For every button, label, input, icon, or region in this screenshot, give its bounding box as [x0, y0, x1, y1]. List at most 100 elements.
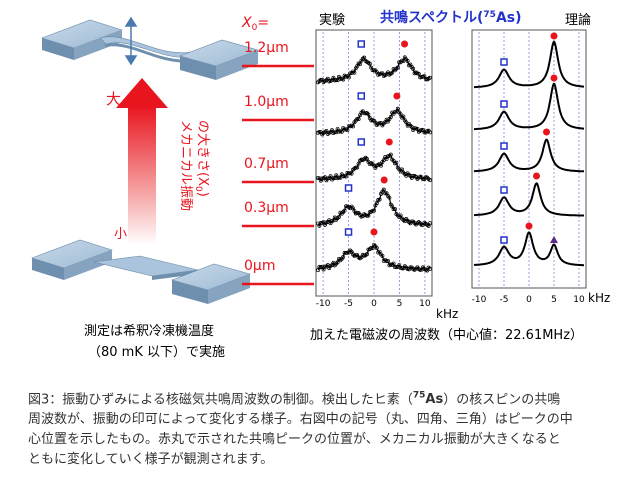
amplitude-label: 0.3μm [244, 200, 289, 216]
data-point [391, 261, 396, 266]
amplitude-label: 0.7μm [244, 156, 289, 172]
circle-marker [533, 172, 540, 180]
experiment-traces [316, 55, 432, 273]
data-point [401, 114, 406, 119]
caption-line3: 心位置を示したもの。赤丸で示された共鳴ピークの位置が、メカニカル振動が大きくなる… [28, 432, 561, 448]
data-point [421, 177, 425, 182]
data-point [387, 195, 392, 200]
data-point [379, 71, 383, 76]
data-point [352, 70, 357, 75]
data-point [398, 213, 403, 218]
data-point [365, 252, 369, 257]
data-point [317, 129, 322, 134]
spectrum-trace [473, 231, 584, 267]
resonator-vibrating-diagram [41, 16, 259, 80]
data-point [381, 187, 386, 192]
vertical-label-close: ) [195, 192, 210, 197]
x-tick-label: 0 [526, 295, 532, 305]
data-point [370, 208, 375, 213]
amplitude-label: 1.2μm [244, 40, 289, 56]
square-marker [500, 236, 508, 244]
data-point [365, 213, 369, 218]
x0-label: X0= [241, 15, 269, 33]
data-point [353, 165, 358, 170]
data-point [386, 259, 390, 263]
data-point [416, 71, 421, 76]
data-point [332, 130, 337, 135]
square-marker [357, 92, 366, 100]
data-point [346, 75, 351, 80]
data-point [398, 112, 403, 117]
data-point [404, 120, 409, 125]
spectrum-trace [474, 82, 585, 131]
theory-panel: -10 -5 0 5 10 [471, 29, 587, 305]
vertical-label-line2-group: の大きさ(X0) [193, 120, 210, 197]
amplitude-labels: 1.2μm 1.0μm 0.7μm 0.3μm 0μm [242, 40, 314, 286]
data-point [393, 207, 397, 212]
x-tick-label: 5 [551, 295, 557, 305]
data-point [362, 55, 367, 60]
data-point [400, 266, 404, 271]
big-label: 大 [106, 90, 121, 108]
data-point [370, 246, 375, 251]
data-point [384, 259, 389, 264]
amplitude-label: 0μm [244, 258, 275, 274]
data-point [349, 171, 354, 176]
circle-marker [525, 222, 533, 230]
triangle-marker [550, 236, 558, 243]
experiment-markers [344, 40, 409, 236]
data-point [401, 59, 406, 63]
data-point [345, 128, 350, 133]
data-point [330, 128, 334, 132]
figure-caption: 図3：振動ひずみによる核磁気共鳴周波数の制御。検出したヒ素（75As）の核スピン… [28, 386, 628, 470]
data-point [377, 197, 382, 202]
data-point [428, 130, 432, 135]
data-point [331, 176, 336, 181]
data-point [334, 78, 339, 82]
data-point [366, 112, 371, 117]
theory-x-ticks: -10 -5 0 5 10 [472, 295, 585, 305]
data-point [388, 115, 393, 119]
x-tick-label: -5 [500, 295, 509, 305]
data-point [394, 160, 399, 165]
data-point [400, 167, 404, 172]
x-tick-label: -10 [472, 295, 487, 305]
small-label: 小 [114, 227, 127, 242]
data-point [428, 266, 432, 271]
x-tick-label: -10 [316, 299, 331, 309]
square-marker [357, 138, 366, 146]
data-point [388, 152, 393, 157]
data-point [358, 62, 362, 67]
data-point [372, 68, 376, 73]
data-point [355, 210, 360, 215]
x-tick-label: 10 [419, 299, 431, 309]
xaxis-caption: 加えた電磁波の周波数（中心値：22.61MHz） [310, 327, 583, 343]
caption-line2: 周波数が、振動の印可によって変化する様子。右図中の記号（丸、四角、三角）はピーク… [28, 412, 573, 428]
spectrum-trace [473, 138, 584, 173]
data-point [328, 174, 333, 179]
theory-khz-label: kHz [588, 291, 610, 305]
data-point [408, 265, 413, 270]
theory-label: 理論 [565, 12, 591, 28]
data-point [391, 207, 396, 212]
spectrum-trace [317, 153, 431, 182]
data-point [380, 253, 385, 258]
data-point [374, 246, 379, 250]
data-point [419, 128, 424, 132]
data-point [353, 253, 358, 258]
data-point [428, 178, 432, 183]
vertical-label-line2: の大きさ(X [195, 120, 210, 186]
data-point [366, 213, 371, 218]
x-tick-label: 0 [371, 299, 377, 309]
square-marker [500, 58, 508, 66]
data-point [367, 61, 372, 66]
x-tick-label: 10 [573, 295, 585, 305]
circle-marker [393, 92, 401, 100]
data-point [395, 65, 400, 70]
spectrum-trace [474, 40, 585, 89]
data-point [316, 176, 320, 181]
data-point [344, 174, 348, 179]
data-point [428, 221, 432, 226]
resonator-static-diagram [31, 239, 251, 304]
experiment-label: 実験 [319, 12, 345, 28]
